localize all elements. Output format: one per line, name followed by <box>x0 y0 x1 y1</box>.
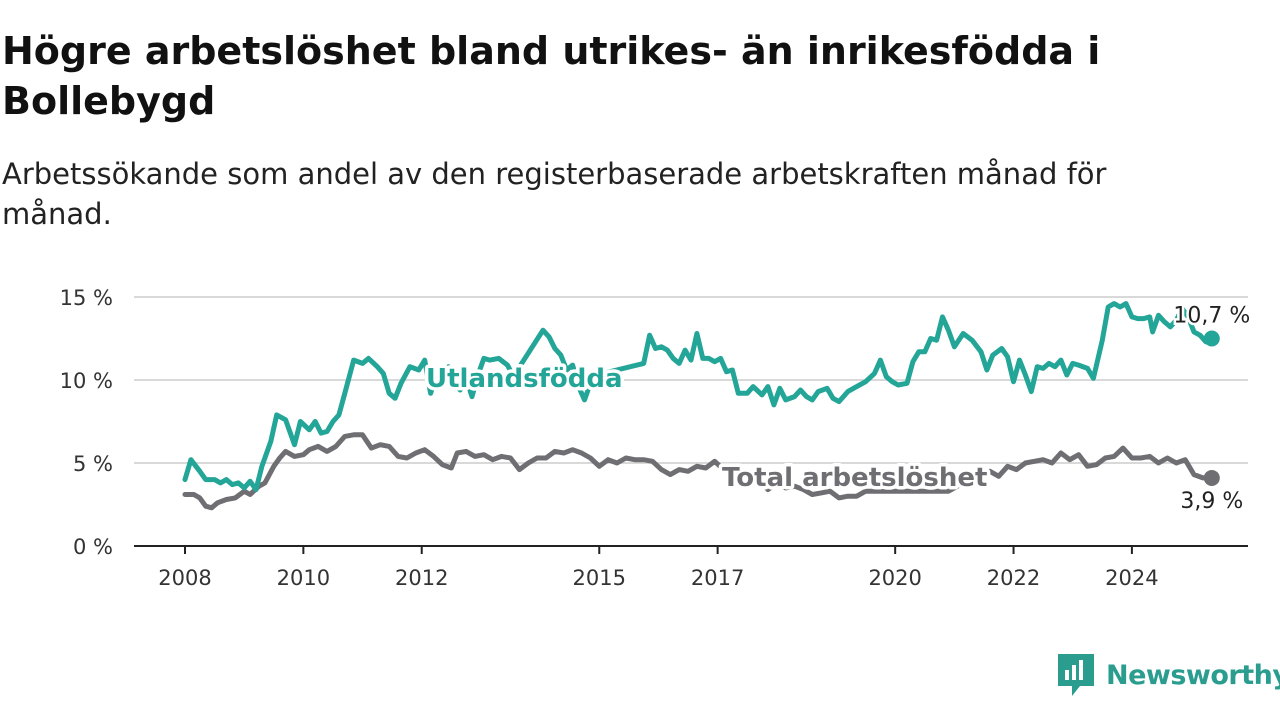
x-tick-label: 2022 <box>987 566 1040 590</box>
x-tick-label: 2020 <box>868 566 921 590</box>
chart-subtitle: Arbetssökande som andel av den registerb… <box>2 157 1107 231</box>
series-labels: Utlandsfödda Total arbetslöshet 10,7 % 3,9 … <box>423 301 1253 516</box>
y-tick-label: 0 % <box>73 535 113 559</box>
end-value-total: 3,9 % <box>1180 489 1243 514</box>
end-point-total <box>1203 469 1220 486</box>
x-tick-label: 2010 <box>277 566 330 590</box>
grid-lines <box>134 296 1248 464</box>
newsworthy-logo-icon <box>1058 654 1094 696</box>
chart-title: Högre arbetslöshet bland utrikes- än inr… <box>2 29 1101 123</box>
x-tick-label: 2008 <box>158 566 211 590</box>
line-chart: 0 % 5 % 10 % 15 % 2008 2010 2012 2015 2017 2020 20… <box>59 286 1253 590</box>
x-tick-label: 2024 <box>1105 566 1158 590</box>
end-value-utlandsfodda: 10,7 % <box>1173 304 1250 329</box>
data-series <box>182 301 1220 511</box>
newsworthy-brand: Newsworthy <box>1058 654 1280 696</box>
y-tick-label: 10 % <box>60 369 113 393</box>
series-line-utlandsfodda <box>182 301 1215 493</box>
end-point-utlandsfodda <box>1203 330 1220 347</box>
series-label-total: Total arbetslöshet <box>722 463 987 493</box>
y-tick-label: 5 % <box>73 452 113 476</box>
axes: 0 % 5 % 10 % 15 % 2008 2010 2012 2015 2017 2020 20… <box>60 286 1248 590</box>
brand-name: Newsworthy <box>1106 659 1280 691</box>
x-tick-label: 2012 <box>395 566 448 590</box>
y-tick-label: 15 % <box>60 286 113 310</box>
series-label-utlandsfodda: Utlandsfödda <box>426 364 623 394</box>
series-line-total <box>182 432 1215 511</box>
x-tick-label: 2017 <box>691 566 744 590</box>
x-tick-label: 2015 <box>573 566 626 590</box>
